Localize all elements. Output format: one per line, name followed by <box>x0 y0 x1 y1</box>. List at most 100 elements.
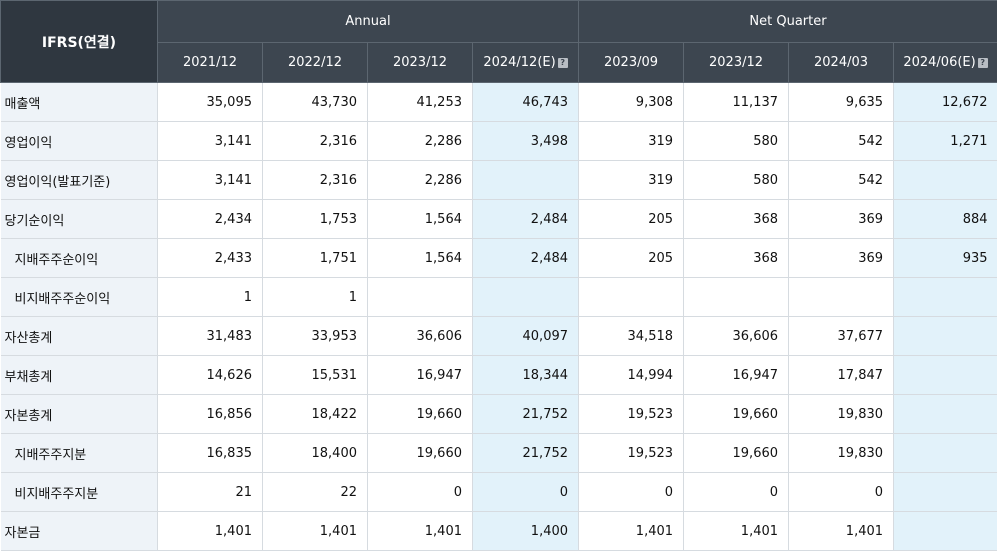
table-cell: 16,856 <box>157 394 263 434</box>
table-cell: 12,672 <box>893 82 997 122</box>
column-header: 2021/12 <box>157 42 263 83</box>
table-cell <box>471 277 579 317</box>
net-quarter-group-header: Net Quarter <box>578 0 997 43</box>
table-cell: 16,947 <box>683 355 789 395</box>
table-cell: 205 <box>578 238 684 278</box>
row-label: 지배주주순이익 <box>0 238 158 278</box>
table-row: 매출액 35,095 43,730 41,253 46,743 9,308 11,137 9,… <box>0 82 997 122</box>
table-cell: 19,660 <box>683 433 789 473</box>
column-header: 2023/12 <box>683 42 790 83</box>
table-cell: 31,483 <box>157 316 263 356</box>
table-cell: 205 <box>578 199 684 239</box>
table-cell: 1,401 <box>157 511 263 551</box>
table-cell: 41,253 <box>367 82 473 122</box>
table-cell: 1,753 <box>262 199 368 239</box>
column-header: 2023/12 <box>367 42 473 83</box>
table-cell: 0 <box>683 472 789 512</box>
column-header-estimate: 2024/06(E)? <box>893 42 997 83</box>
table-cell: 18,400 <box>262 433 368 473</box>
table-cell: 3,141 <box>157 121 263 161</box>
table-row: 당기순이익 2,434 1,753 1,564 2,484 205 368 369 884 <box>0 199 997 239</box>
table-cell: 1 <box>157 277 263 317</box>
table-cell: 21,752 <box>471 433 579 473</box>
table-row: 자본금 1,401 1,401 1,401 1,400 1,401 1,401 1,401 <box>0 511 997 551</box>
table-row: 부채총계 14,626 15,531 16,947 18,344 14,994 16,947… <box>0 355 997 395</box>
table-row: 영업이익 3,141 2,316 2,286 3,498 319 580 542 1,271 <box>0 121 997 161</box>
table-cell: 21 <box>157 472 263 512</box>
table-cell: 16,947 <box>367 355 473 395</box>
table-cell: 37,677 <box>788 316 894 356</box>
row-label: 자본금 <box>0 511 158 551</box>
table-cell: 3,141 <box>157 160 263 200</box>
table-cell: 580 <box>683 121 789 161</box>
table-cell <box>578 277 684 317</box>
column-header: 2022/12 <box>262 42 368 83</box>
table-cell <box>893 277 997 317</box>
table-cell: 22 <box>262 472 368 512</box>
table-cell: 542 <box>788 121 894 161</box>
table-cell: 1,271 <box>893 121 997 161</box>
table-cell: 2,484 <box>471 238 579 278</box>
table-corner-header: IFRS(연결) <box>0 0 158 83</box>
table-cell: 3,498 <box>471 121 579 161</box>
table-row: 자산총계 31,483 33,953 36,606 40,097 34,518 36,606… <box>0 316 997 356</box>
row-label: 지배주주지분 <box>0 433 158 473</box>
table-cell: 368 <box>683 199 789 239</box>
column-header: 2023/09 <box>578 42 685 83</box>
table-cell: 319 <box>578 160 684 200</box>
help-icon[interactable]: ? <box>557 58 568 68</box>
table-cell <box>683 277 789 317</box>
row-label: 부채총계 <box>0 355 158 395</box>
table-row: 영업이익(발표기준) 3,141 2,316 2,286 319 580 542 <box>0 160 997 200</box>
table-row: 지배주주순이익 2,433 1,751 1,564 2,484 205 368 369 935 <box>0 238 997 278</box>
table-cell: 19,660 <box>367 394 473 434</box>
row-label: 자본총계 <box>0 394 158 434</box>
table-cell: 0 <box>578 472 684 512</box>
table-row: 비지배주주순이익 1 1 <box>0 277 997 317</box>
table-cell: 17,847 <box>788 355 894 395</box>
table-cell <box>893 355 997 395</box>
table-cell: 43,730 <box>262 82 368 122</box>
table-cell: 36,606 <box>367 316 473 356</box>
table-cell: 369 <box>788 199 894 239</box>
table-cell <box>893 160 997 200</box>
help-icon[interactable]: ? <box>977 58 988 68</box>
table-cell: 368 <box>683 238 789 278</box>
table-cell: 2,484 <box>471 199 579 239</box>
table-cell: 35,095 <box>157 82 263 122</box>
table-cell: 1,401 <box>788 511 894 551</box>
table-cell <box>893 472 997 512</box>
table-row: 지배주주지분 16,835 18,400 19,660 21,752 19,523 19,6… <box>0 433 997 473</box>
row-label: 자산총계 <box>0 316 158 356</box>
table-cell: 34,518 <box>578 316 684 356</box>
table-cell: 2,316 <box>262 121 368 161</box>
row-label: 영업이익 <box>0 121 158 161</box>
table-cell: 1,751 <box>262 238 368 278</box>
row-label: 영업이익(발표기준) <box>0 160 158 200</box>
row-label: 비지배주주지분 <box>0 472 158 512</box>
table-cell: 1,400 <box>471 511 579 551</box>
table-cell: 1,401 <box>262 511 368 551</box>
table-cell <box>893 433 997 473</box>
table-cell: 2,316 <box>262 160 368 200</box>
column-header-estimate: 2024/12(E)? <box>471 42 580 83</box>
table-cell: 33,953 <box>262 316 368 356</box>
table-cell: 319 <box>578 121 684 161</box>
table-cell: 1,564 <box>367 238 473 278</box>
table-cell: 2,434 <box>157 199 263 239</box>
table-cell: 542 <box>788 160 894 200</box>
table-cell: 369 <box>788 238 894 278</box>
table-cell: 1 <box>262 277 368 317</box>
table-cell: 2,433 <box>157 238 263 278</box>
table-cell <box>471 160 579 200</box>
table-cell: 18,344 <box>471 355 579 395</box>
table-cell: 40,097 <box>471 316 579 356</box>
annual-group-header: Annual <box>156 0 580 43</box>
table-cell: 1,564 <box>367 199 473 239</box>
table-cell: 19,660 <box>683 394 789 434</box>
table-cell: 16,835 <box>157 433 263 473</box>
row-label: 당기순이익 <box>0 199 158 239</box>
table-cell: 884 <box>893 199 997 239</box>
row-label: 비지배주주순이익 <box>0 277 158 317</box>
